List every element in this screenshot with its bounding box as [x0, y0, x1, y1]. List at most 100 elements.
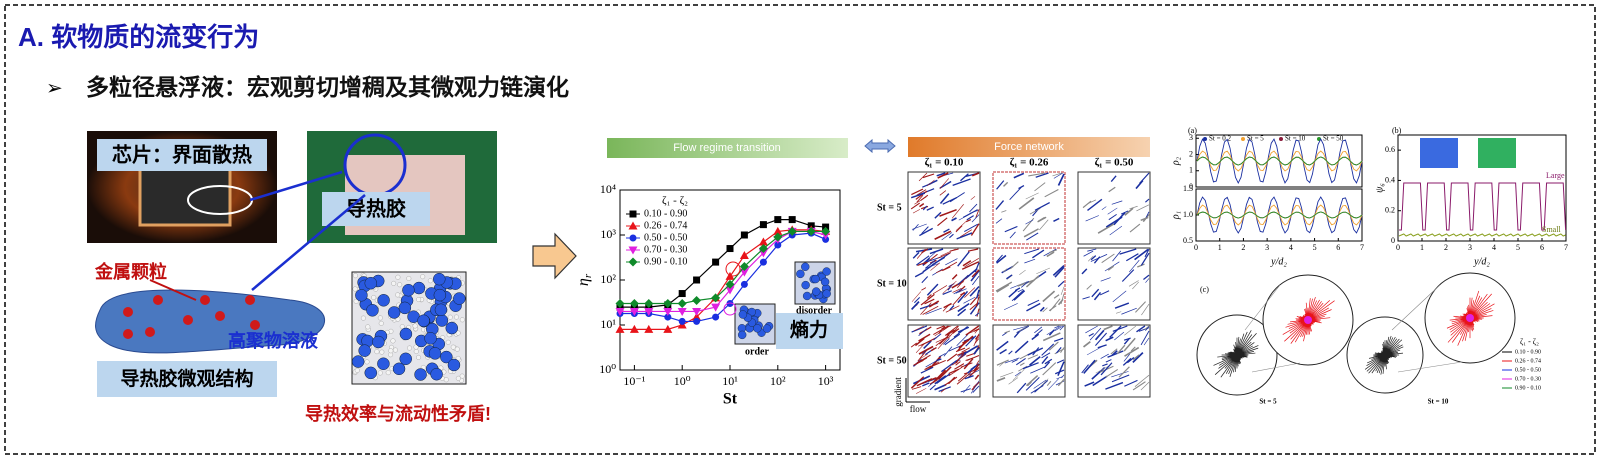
x-tick-label: 10²	[770, 374, 786, 388]
force-chain	[937, 217, 948, 227]
force-chain	[1030, 366, 1045, 374]
data-point	[664, 313, 672, 321]
force-chain	[1144, 325, 1150, 331]
grain	[445, 321, 459, 335]
force-chain	[1145, 278, 1150, 283]
force-chain	[915, 190, 928, 200]
x-tick-label: 4	[1492, 243, 1496, 252]
grain	[399, 327, 413, 341]
data-point	[629, 210, 637, 218]
force-chain	[921, 350, 927, 355]
grain	[801, 262, 810, 271]
force-chain	[1016, 382, 1027, 394]
force-chain	[1039, 219, 1049, 231]
data-point	[629, 299, 639, 309]
force-chain	[973, 364, 980, 371]
force-chain	[996, 180, 1005, 190]
grain	[412, 323, 418, 329]
annotation: order	[745, 346, 769, 357]
x-tick-label: 10⁻¹	[623, 374, 645, 388]
force-chain	[975, 336, 980, 344]
force-chain	[1013, 172, 1025, 179]
force-chain	[916, 378, 933, 387]
arrow	[249, 170, 343, 202]
force-chain	[996, 377, 1006, 382]
grain	[377, 370, 383, 376]
force-chain	[1128, 280, 1139, 287]
force-chain	[1140, 216, 1149, 221]
force-chain	[1088, 332, 1094, 337]
grain	[398, 301, 412, 315]
force-chain	[1123, 337, 1130, 345]
force-chain	[1012, 369, 1025, 381]
polymer-blob	[95, 289, 325, 354]
trace	[1399, 182, 1567, 231]
force-chain	[1143, 274, 1150, 280]
data-point	[615, 307, 625, 316]
legend-label: 0.26 - 0.74	[644, 220, 687, 231]
force-chain	[944, 376, 958, 386]
force-chain	[1053, 337, 1064, 342]
force-chain	[1114, 331, 1125, 341]
grain	[414, 368, 427, 381]
x-tick-label: 1	[1420, 243, 1424, 252]
force-chain	[1027, 299, 1040, 306]
y-tick-label: 10⁰	[599, 362, 616, 376]
force-chain	[1042, 362, 1057, 376]
x-tick-label: 5	[1516, 243, 1520, 252]
force-chain	[1023, 228, 1039, 238]
force-chain	[976, 360, 980, 366]
network-panel	[1077, 324, 1151, 398]
grain	[355, 289, 368, 302]
force-chain	[1107, 350, 1124, 358]
legend-label: 0.10 - 0.90	[644, 208, 687, 219]
force-chain	[911, 291, 922, 302]
force-chain	[960, 388, 971, 393]
grain	[360, 315, 366, 321]
force-chain	[1048, 329, 1055, 336]
data-point	[678, 290, 686, 298]
force-chain	[1090, 254, 1108, 262]
force-chain	[1112, 250, 1122, 262]
force-chain	[966, 215, 974, 221]
data-point	[806, 226, 816, 236]
data-point	[774, 216, 782, 224]
panel-label: (b)	[1392, 126, 1402, 135]
force-chain	[1053, 172, 1063, 179]
force-chain	[949, 305, 955, 311]
force-chain	[916, 255, 930, 266]
legend-label: St = 10	[1285, 135, 1306, 143]
grain	[430, 367, 443, 381]
force-chain	[957, 308, 967, 317]
data-point	[677, 307, 687, 316]
force-chain	[922, 382, 930, 387]
y-axis-label: η	[575, 278, 592, 286]
force-chain	[964, 258, 980, 268]
force-chain	[916, 194, 924, 203]
force-chain	[1008, 350, 1013, 355]
legend-label: 0.26 - 0.74	[1515, 358, 1541, 364]
data-point	[711, 293, 721, 303]
force-chain	[1004, 330, 1011, 334]
force-chain	[939, 190, 947, 196]
force-chain	[1084, 381, 1095, 387]
data-point	[628, 246, 638, 255]
force-chain	[961, 261, 980, 270]
force-chain	[1018, 197, 1035, 210]
force-chain	[926, 179, 935, 187]
force-chain	[1030, 385, 1044, 394]
grain	[416, 297, 422, 303]
force-chain	[1100, 277, 1111, 282]
force-chain	[1019, 269, 1026, 275]
force-chain	[922, 261, 937, 273]
grain	[374, 349, 380, 355]
y-tick-label: 0.4	[1385, 175, 1395, 184]
grain	[812, 287, 821, 296]
force-chain	[930, 346, 937, 352]
force-chain	[1027, 381, 1032, 387]
data-point	[711, 303, 721, 312]
force-chain	[1052, 172, 1062, 177]
slide-border	[4, 4, 1596, 455]
force-chain	[1020, 280, 1029, 288]
x-tick-label: 10⁰	[674, 374, 691, 388]
